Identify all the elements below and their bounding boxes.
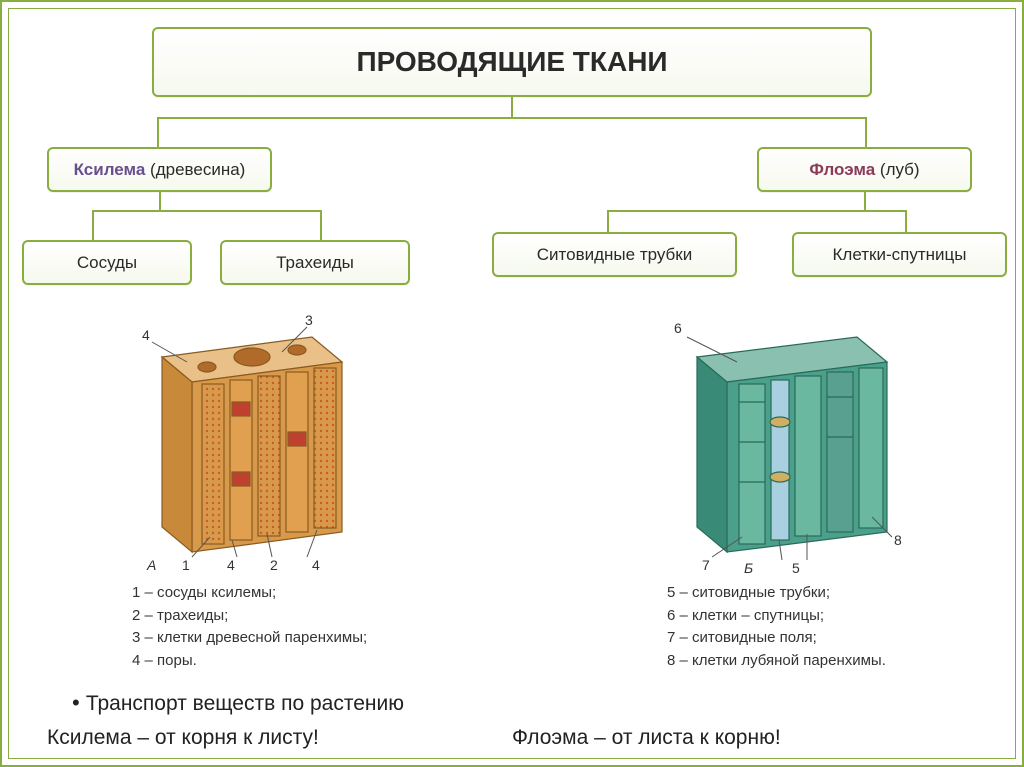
conn	[865, 117, 867, 147]
summary-line1-text: Транспорт веществ по растению	[86, 692, 404, 715]
phloem-child-b: Клетки-спутницы	[833, 245, 967, 265]
phloem-child-a: Ситовидные трубки	[537, 245, 692, 265]
summary-line2a: Ксилема – от корня к листу!	[47, 726, 319, 750]
conn	[864, 192, 866, 210]
phloem-paren: (луб)	[875, 160, 919, 179]
conn	[92, 210, 322, 212]
phloem-letter: Б	[744, 560, 753, 576]
xylem-legend: 1 – сосуды ксилемы; 2 – трахеиды; 3 – кл…	[132, 582, 367, 672]
phloem-legend-1: 5 – ситовидные трубки;	[667, 582, 886, 605]
conn	[157, 117, 867, 119]
conn	[607, 210, 609, 232]
xylem-mark-4a: 4	[227, 557, 235, 573]
phloem-child-sieve: Ситовидные трубки	[492, 232, 737, 277]
conn	[320, 210, 322, 240]
xylem-letter: А	[147, 557, 156, 573]
phloem-child-companion: Клетки-спутницы	[792, 232, 1007, 277]
xylem-legend-2: 2 – трахеиды;	[132, 605, 367, 628]
xylem-mark-4b: 4	[312, 557, 320, 573]
xylem-paren: (древесина)	[145, 160, 245, 179]
conn	[511, 97, 513, 117]
conn	[92, 210, 94, 240]
phloem-legend: 5 – ситовидные трубки; 6 – клетки – спут…	[667, 582, 886, 672]
summary-line1: Транспорт веществ по растению	[72, 690, 404, 716]
phloem-legend-4: 8 – клетки лубяной паренхимы.	[667, 650, 886, 673]
xylem-name: Ксилема	[74, 160, 146, 179]
xylem-mark-1: 1	[182, 557, 190, 573]
phloem-mark-6: 6	[674, 320, 682, 336]
phloem-node: Флоэма (луб)	[757, 147, 972, 192]
xylem-label: Ксилема (древесина)	[74, 160, 246, 180]
xylem-legend-1: 1 – сосуды ксилемы;	[132, 582, 367, 605]
phloem-mark-5: 5	[792, 560, 800, 576]
xylem-mark-4-top: 4	[142, 327, 150, 343]
summary-line2b: Флоэма – от листа к корню!	[512, 726, 781, 750]
phloem-name: Флоэма	[809, 160, 875, 179]
xylem-node: Ксилема (древесина)	[47, 147, 272, 192]
xylem-illustration	[132, 302, 362, 567]
phloem-legend-2: 6 – клетки – спутницы;	[667, 605, 886, 628]
phloem-mark-7: 7	[702, 557, 710, 573]
xylem-child-vessels: Сосуды	[22, 240, 192, 285]
xylem-mark-2: 2	[270, 557, 278, 573]
conn	[159, 192, 161, 210]
conn	[905, 210, 907, 232]
phloem-illustration	[667, 302, 907, 567]
xylem-mark-3: 3	[305, 312, 313, 328]
phloem-label: Флоэма (луб)	[809, 160, 919, 180]
phloem-legend-3: 7 – ситовидные поля;	[667, 627, 886, 650]
xylem-legend-3: 3 – клетки древесной паренхимы;	[132, 627, 367, 650]
conn	[157, 117, 159, 147]
xylem-child-a: Сосуды	[77, 253, 137, 273]
title-node: ПРОВОДЯЩИЕ ТКАНИ	[152, 27, 872, 97]
xylem-child-b: Трахеиды	[276, 253, 354, 273]
phloem-mark-8: 8	[894, 532, 902, 548]
xylem-legend-4: 4 – поры.	[132, 650, 367, 673]
conn	[607, 210, 907, 212]
xylem-child-tracheids: Трахеиды	[220, 240, 410, 285]
title-text: ПРОВОДЯЩИЕ ТКАНИ	[356, 46, 667, 78]
